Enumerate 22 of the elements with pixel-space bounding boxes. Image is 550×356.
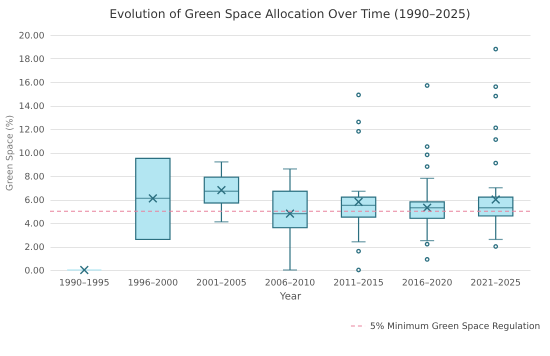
x-tick-label: 2016–2020 <box>402 278 453 288</box>
x-tick-label: 1996–2000 <box>128 278 178 288</box>
y-tick-label: 12.00 <box>18 126 45 136</box>
y-tick-label: 8.00 <box>24 172 45 182</box>
y-tick-label: 10.00 <box>18 149 45 159</box>
x-tick-label: 2021–2025 <box>470 278 521 288</box>
y-tick-label: 0.00 <box>24 266 45 276</box>
y-tick-label: 14.00 <box>18 102 45 112</box>
x-axis-title: Year <box>278 292 302 302</box>
y-axis-title: Green Space (%) <box>6 115 16 191</box>
y-tick-label: 16.00 <box>18 78 45 88</box>
x-tick-label: 2011–2015 <box>333 278 384 288</box>
x-tick-label: 1990–1995 <box>59 278 110 288</box>
y-tick-label: 18.00 <box>18 55 45 65</box>
x-tick-label: 2006–2010 <box>264 278 316 288</box>
y-tick-label: 6.00 <box>24 196 45 206</box>
y-tick-label: 20.00 <box>18 32 45 42</box>
legend-label: 5% Minimum Green Space Regulation <box>370 322 540 332</box>
chart-title: Evolution of Green Space Allocation Over Time (1990–2025) <box>110 7 470 21</box>
y-tick-label: 2.00 <box>24 243 45 253</box>
x-tick-label: 2001–2005 <box>196 278 247 288</box>
y-tick-label: 4.00 <box>24 220 45 230</box>
